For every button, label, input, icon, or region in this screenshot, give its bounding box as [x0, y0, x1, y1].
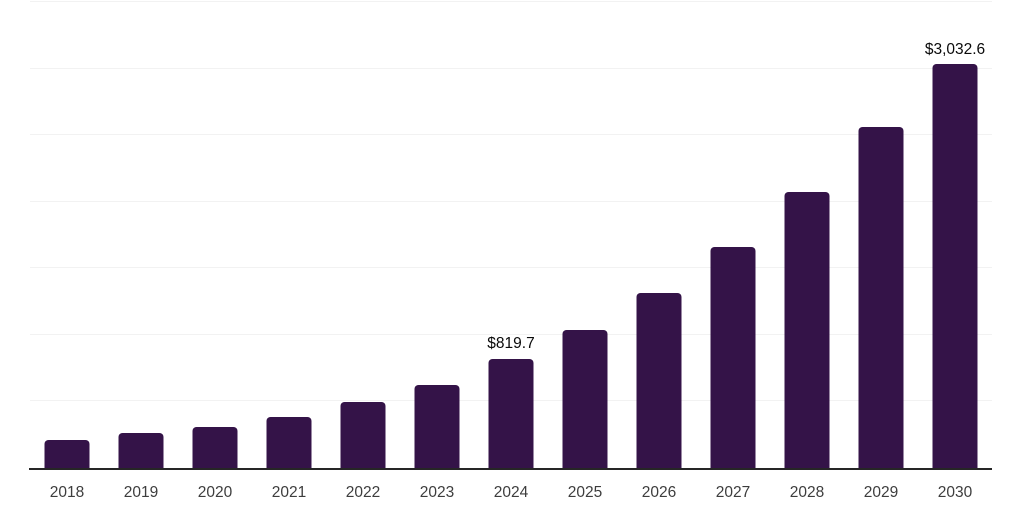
bar-slot-2022	[326, 2, 400, 468]
x-axis-tick-labels: 2018 2019 2020 2021 2022 2023 2024 2025 2026 2027…	[30, 484, 992, 502]
x-tick-2019: 2019	[123, 484, 159, 501]
x-axis-line	[29, 468, 992, 470]
bar-slot-2020	[178, 2, 252, 468]
bar-2025	[562, 329, 608, 468]
bar-2024	[488, 358, 534, 468]
bar-slot-2025	[548, 2, 622, 468]
bar-2021	[266, 417, 312, 468]
bar-2028	[784, 192, 830, 468]
bar-2026	[636, 293, 682, 468]
bar-2023	[414, 384, 460, 468]
bar-series: $819.7 $3,032.6	[30, 2, 992, 468]
gridline	[30, 67, 992, 69]
x-tick-2027: 2027	[715, 484, 751, 501]
bar-value-label-2030: $3,032.6	[924, 40, 986, 58]
bar-slot-2023	[400, 2, 474, 468]
bar-2019	[118, 433, 164, 468]
bar-slot-2024: $819.7	[474, 2, 548, 468]
bar-slot-2019	[104, 2, 178, 468]
x-tick-2030: 2030	[937, 484, 973, 501]
bar-slot-2018	[30, 2, 104, 468]
x-tick-2020: 2020	[197, 484, 233, 501]
bar-2027	[710, 247, 756, 468]
gridline	[30, 267, 992, 269]
bar-slot-2021	[252, 2, 326, 468]
x-tick-2025: 2025	[567, 484, 603, 501]
bar-value-label-2024: $819.7	[487, 335, 535, 353]
bar-2029	[858, 126, 904, 468]
bar-2018	[44, 440, 90, 468]
x-tick-2022: 2022	[345, 484, 381, 501]
bar-slot-2027	[696, 2, 770, 468]
gridline	[30, 1, 992, 2]
x-tick-2029: 2029	[863, 484, 899, 501]
bar-slot-2029	[844, 2, 918, 468]
x-tick-2026: 2026	[641, 484, 677, 501]
x-tick-2021: 2021	[271, 484, 307, 501]
bar-2020	[192, 427, 238, 468]
x-tick-2024: 2024	[493, 484, 529, 501]
gridline	[30, 200, 992, 202]
bar-2022	[340, 401, 386, 468]
bar-slot-2030: $3,032.6	[918, 2, 992, 468]
gridline	[30, 333, 992, 335]
bar-2030	[932, 64, 978, 468]
x-tick-2023: 2023	[419, 484, 455, 501]
bar-slot-2028	[770, 2, 844, 468]
bar-slot-2026	[622, 2, 696, 468]
plot-area: $819.7 $3,032.6	[30, 1, 992, 468]
gridline	[30, 134, 992, 136]
x-tick-2028: 2028	[789, 484, 825, 501]
x-tick-2018: 2018	[49, 484, 85, 501]
